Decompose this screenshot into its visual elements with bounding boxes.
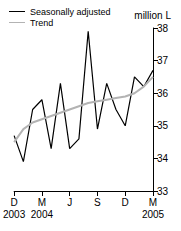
svg-text:million L: million L xyxy=(134,10,171,21)
svg-text:J: J xyxy=(67,197,72,208)
svg-text:2004: 2004 xyxy=(31,209,54,220)
svg-text:Trend: Trend xyxy=(30,18,53,28)
svg-text:36: 36 xyxy=(157,88,169,99)
svg-text:2003: 2003 xyxy=(3,209,26,220)
svg-text:34: 34 xyxy=(157,153,169,164)
svg-text:M: M xyxy=(149,197,157,208)
svg-text:38: 38 xyxy=(157,23,169,34)
svg-text:D: D xyxy=(122,197,129,208)
svg-text:37: 37 xyxy=(157,55,169,66)
svg-text:33: 33 xyxy=(157,186,169,197)
svg-text:S: S xyxy=(94,197,101,208)
svg-text:35: 35 xyxy=(157,120,169,131)
svg-text:D: D xyxy=(11,197,18,208)
svg-text:Seasonally adjusted: Seasonally adjusted xyxy=(30,7,111,17)
svg-text:2005: 2005 xyxy=(142,209,165,220)
svg-text:M: M xyxy=(38,197,46,208)
